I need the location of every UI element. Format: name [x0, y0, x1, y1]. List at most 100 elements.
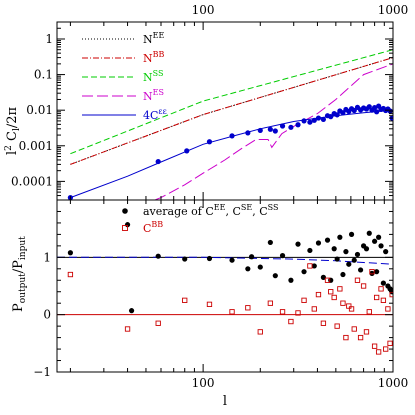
- data-point: [155, 158, 161, 165]
- data-point: [301, 269, 307, 275]
- data-point: [288, 277, 294, 283]
- data-point: [324, 237, 331, 243]
- data-point: [380, 297, 387, 303]
- data-point: [351, 107, 357, 114]
- data-point: [320, 274, 327, 280]
- data-point: [307, 263, 313, 269]
- data-point: [363, 246, 370, 252]
- data-point: [371, 105, 378, 111]
- data-point: [315, 115, 322, 121]
- top-y-tick-label: 0.01: [26, 103, 53, 117]
- data-point: [128, 308, 135, 314]
- data-point: [343, 249, 349, 255]
- top-y-tick-label: 0.1: [34, 68, 53, 82]
- data-point: [380, 280, 386, 286]
- data-point: [245, 130, 251, 136]
- data-point: [295, 310, 301, 316]
- data-point: [351, 257, 357, 263]
- data-point: [383, 249, 389, 255]
- data-point: [369, 269, 375, 275]
- data-point: [288, 124, 294, 130]
- legend-label: NBB: [143, 50, 165, 65]
- bottom-x-tick-label: 100: [192, 376, 215, 390]
- data-point: [320, 320, 327, 326]
- series-line: [70, 57, 393, 165]
- legend-label: NES: [143, 88, 164, 103]
- data-point: [337, 286, 343, 292]
- data-point: [387, 108, 393, 114]
- data-point: [279, 309, 286, 315]
- data-point: [248, 254, 255, 260]
- data-point: [343, 334, 349, 341]
- data-point: [206, 139, 213, 145]
- data-point: [257, 329, 263, 335]
- data-point: [328, 114, 334, 120]
- data-point: [124, 326, 131, 332]
- top-y-tick-label: 0.0001: [11, 174, 53, 188]
- top-y-tick-label: 1: [45, 32, 53, 46]
- legend-label: 4Cεε: [143, 107, 167, 122]
- data-point: [366, 309, 372, 315]
- data-point: [363, 329, 370, 335]
- data-point: [320, 116, 327, 123]
- data-point: [331, 246, 337, 252]
- data-point: [354, 251, 361, 258]
- data-point: [245, 305, 251, 311]
- data-point: [375, 349, 382, 355]
- data-point: [340, 300, 346, 306]
- top-x-tick-label: 100: [192, 3, 215, 17]
- data-point: [357, 267, 364, 273]
- data-point: [295, 241, 301, 247]
- data-point: [155, 320, 161, 326]
- data-point: [374, 109, 380, 115]
- data-point: [257, 264, 263, 270]
- data-point: [385, 306, 391, 312]
- data-point: [206, 255, 213, 262]
- data-point: [340, 271, 346, 278]
- series-line: [70, 57, 393, 165]
- data-point: [67, 250, 74, 256]
- data-point: [334, 112, 340, 118]
- data-point: [279, 253, 286, 259]
- data-point: [346, 303, 352, 309]
- data-point: [272, 128, 278, 134]
- legend-label: CBB: [143, 220, 163, 235]
- data-point: [155, 253, 161, 259]
- data-point: [387, 340, 393, 346]
- data-point: [229, 133, 235, 139]
- data-point: [301, 297, 307, 303]
- legend-marker: [122, 208, 128, 214]
- legend-label: NEE: [143, 31, 164, 46]
- data-point: [378, 243, 384, 249]
- data-point: [311, 306, 317, 312]
- data-point: [334, 323, 340, 329]
- data-point: [67, 271, 74, 278]
- bottom-y-tick-label: 1: [43, 250, 51, 264]
- series-line: [153, 63, 393, 200]
- legend-label: NSS: [143, 69, 163, 84]
- data-point: [124, 222, 131, 228]
- legend-marker: [122, 225, 128, 231]
- top-panel: 100 1000 0.0001 0.001 0.01 0.1 1 NEE NBB NSS NES 4…: [4, 3, 408, 201]
- data-point: [369, 270, 375, 276]
- data-point: [315, 240, 322, 246]
- data-point: [182, 297, 188, 303]
- data-point: [348, 231, 355, 237]
- bottom-y-tick-label: 0: [43, 308, 51, 322]
- average-curve: [57, 256, 393, 265]
- data-point: [315, 291, 322, 298]
- data-point: [245, 266, 251, 272]
- top-axes: 100 1000 0.0001 0.001 0.01 0.1 1: [11, 3, 408, 201]
- data-point: [324, 277, 331, 283]
- data-point: [206, 301, 213, 307]
- data-point: [267, 300, 274, 306]
- legend-label: average of CEE, CSE, CSS: [143, 203, 278, 218]
- series-line: [70, 109, 393, 199]
- top-legend: NEE NBB NSS NES 4Cεε: [82, 31, 167, 122]
- data-point: [288, 318, 294, 325]
- bottom-y-tick-label: −1: [33, 365, 51, 379]
- data-point: [229, 309, 235, 315]
- data-point: [182, 256, 188, 262]
- bottom-ylabel: Poutput/Pinput: [11, 236, 28, 312]
- bottom-plot-frame: [56, 199, 394, 373]
